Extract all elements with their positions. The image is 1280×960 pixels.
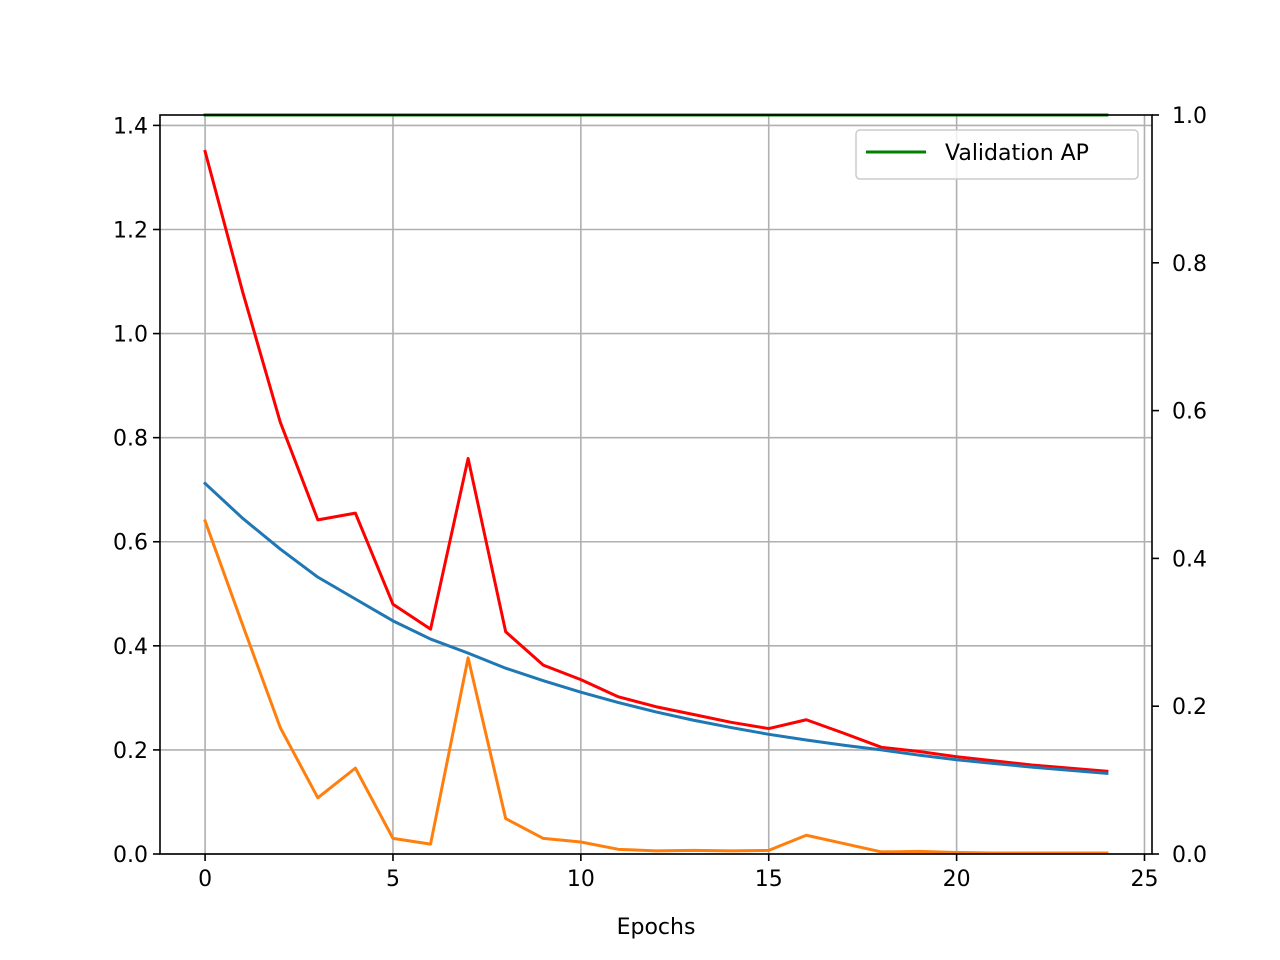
series-line-2 (203, 519, 1109, 855)
y-tick-label-2: 0.4 (113, 635, 148, 660)
legend-label: Validation AP (945, 141, 1089, 166)
legend: Validation AP (855, 129, 1139, 180)
y-tick-label-0: 0.0 (113, 843, 148, 868)
x-tick-label-5: 25 (1130, 867, 1158, 892)
series-line-1 (202, 481, 1109, 775)
series-line-0 (203, 149, 1109, 773)
x-tick-label-0: 0 (198, 867, 212, 892)
grid (160, 115, 1152, 855)
y-tick-label-7: 1.4 (113, 114, 148, 139)
y-tick-label-6: 1.2 (113, 218, 148, 243)
x-tick-label-1: 5 (386, 867, 400, 892)
y2-tick-label-4: 0.8 (1172, 252, 1207, 277)
y-tick-label-4: 0.8 (113, 427, 148, 452)
y2-tick-label-3: 0.6 (1172, 400, 1207, 425)
legend-box (855, 129, 1139, 180)
x-tick-label-4: 20 (943, 867, 971, 892)
y2-tick-label-5: 1.0 (1172, 104, 1207, 129)
x-axis-label: Epochs (617, 915, 696, 940)
y2-tick-label-0: 0.0 (1172, 843, 1207, 868)
y-tick-label-5: 1.0 (113, 323, 148, 348)
x-tick-label-3: 15 (755, 867, 783, 892)
tick-labels: 0 5 10 15 20 25 0.0 0.2 0.4 0.6 0.8 1.0 1.2 1.4 0.0 0.2… (113, 104, 1207, 892)
y2-tick-label-2: 0.4 (1172, 547, 1207, 572)
plot-frame (159, 114, 1153, 855)
axes (153, 114, 1159, 861)
y2-tick-label-1: 0.2 (1172, 695, 1207, 720)
x-tick-label-2: 10 (567, 867, 595, 892)
y-tick-label-1: 0.2 (113, 739, 148, 764)
y-tick-label-3: 0.6 (113, 531, 148, 556)
